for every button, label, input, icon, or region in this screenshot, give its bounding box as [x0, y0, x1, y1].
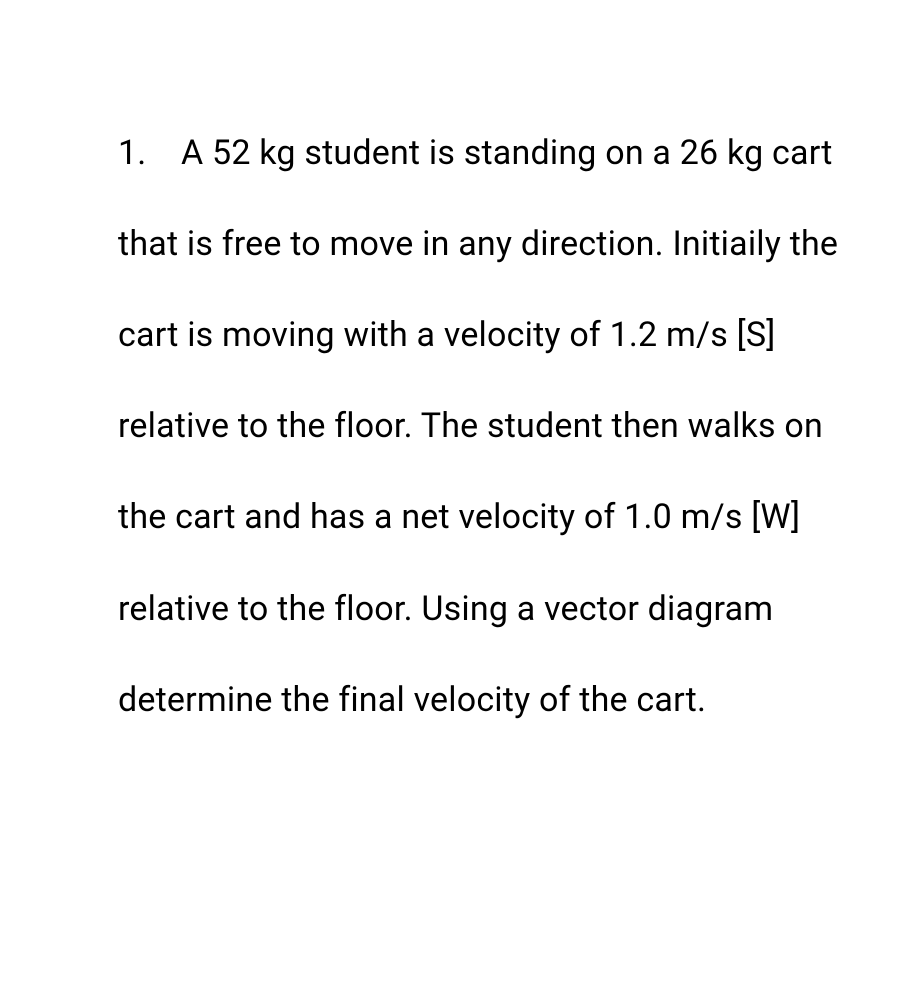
problem-paragraph: 1. A 52 kg student is standing on a 26 k… — [118, 108, 858, 746]
document-content: 1. A 52 kg student is standing on a 26 k… — [118, 108, 858, 746]
problem-body: A 52 kg student is standing on a 26 kg c… — [118, 133, 838, 720]
problem-number: 1. — [118, 133, 146, 173]
